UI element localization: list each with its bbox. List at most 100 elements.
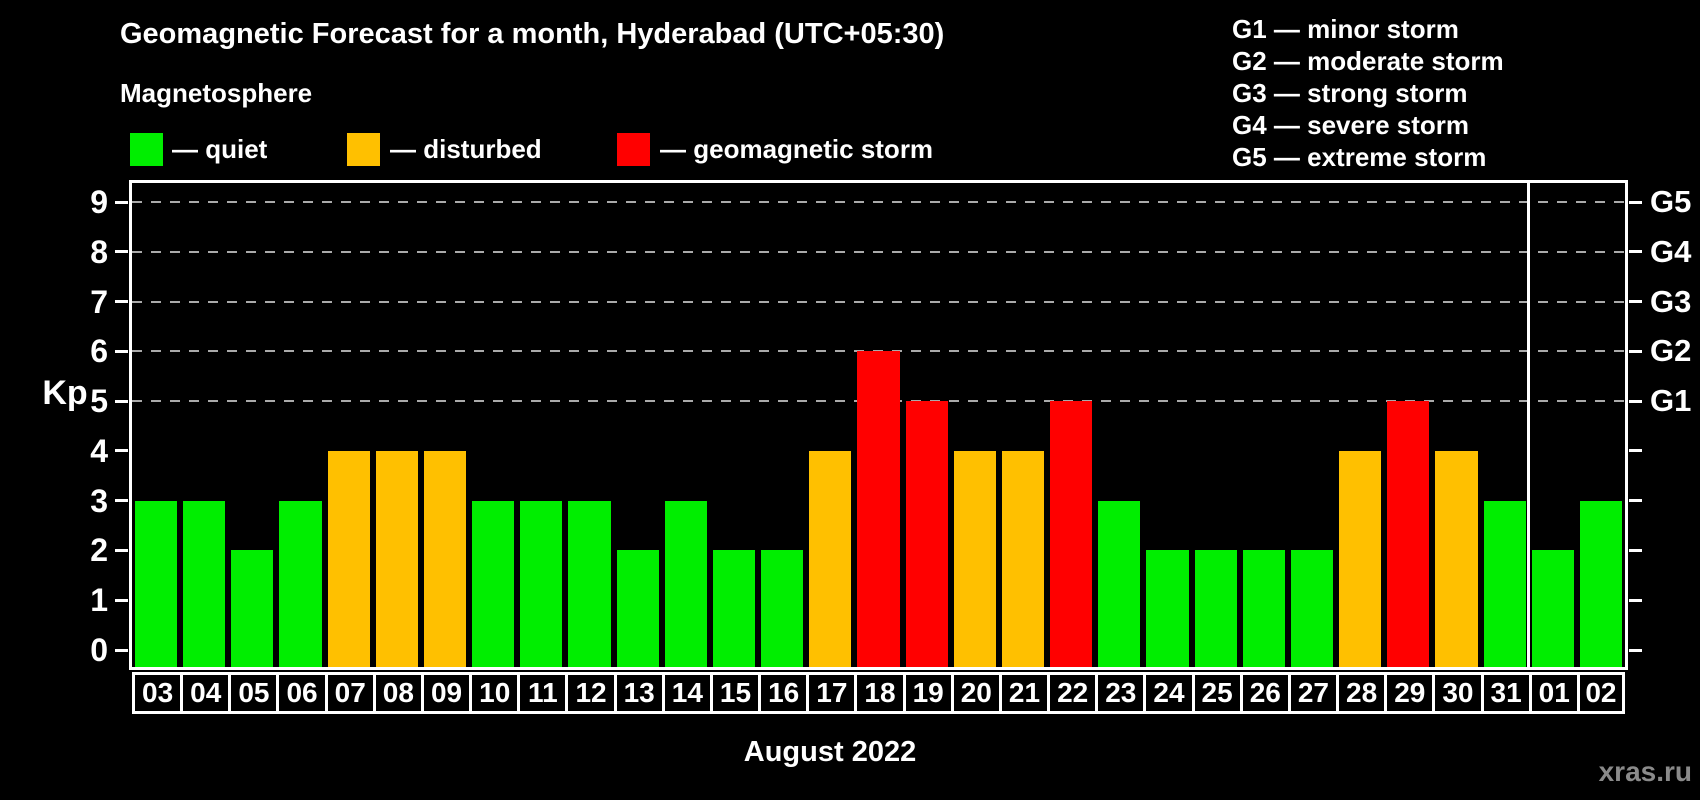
bar-day-18: [857, 351, 900, 667]
day-box-13: 13: [613, 672, 662, 714]
day-box-06: 06: [276, 672, 325, 714]
left-tick-kp8: [115, 250, 128, 254]
day-box-01: 01: [1528, 672, 1577, 714]
left-tick-kp6: [115, 349, 128, 353]
right-tick-kp3: [1629, 499, 1642, 503]
disturbed-label: — disturbed: [390, 134, 542, 164]
day-box-03: 03: [132, 672, 181, 714]
y-axis-label: Kp: [42, 374, 88, 412]
bar-day-09: [423, 450, 467, 667]
right-tick-kp4: [1629, 449, 1642, 453]
day-box-24: 24: [1143, 672, 1192, 714]
left-tick-kp5: [115, 399, 128, 403]
g-legend-line-5: G5 — extreme storm: [1232, 142, 1487, 172]
gridline-kp8: [132, 250, 1625, 253]
day-box-19: 19: [902, 672, 951, 714]
y-tick-label-0: 0: [90, 632, 108, 668]
g-legend-line-3: G3 — strong storm: [1232, 78, 1468, 108]
bar-day-20: [953, 450, 996, 667]
day-box-27: 27: [1287, 672, 1337, 714]
quiet-label: — quiet: [172, 134, 268, 164]
day-box-12: 12: [565, 672, 614, 714]
day-box-07: 07: [324, 672, 373, 714]
bar-day-02: [1579, 500, 1622, 667]
day-box-22: 22: [1047, 672, 1096, 714]
y-tick-label-6: 6: [90, 333, 108, 370]
y-tick-label-7: 7: [90, 283, 108, 320]
y-tick-label-9: 9: [90, 184, 108, 220]
day-box-18: 18: [854, 672, 903, 714]
g-axis-label-g1: G1: [1650, 383, 1692, 419]
bar-day-27: [1290, 550, 1334, 667]
bar-day-16: [761, 550, 804, 667]
gridline-kp9: [132, 201, 1625, 203]
day-box-25: 25: [1191, 672, 1240, 714]
left-tick-kp3: [115, 499, 128, 503]
bar-day-29: [1387, 401, 1430, 667]
right-tick-kp2: [1629, 548, 1642, 552]
kp-color-legend: — quiet — disturbed — geomagnetic storm: [0, 133, 1100, 166]
left-tick-kp1: [115, 598, 128, 602]
bar-day-13: [616, 550, 659, 667]
day-box-17: 17: [806, 672, 855, 714]
bar-day-23: [1098, 500, 1141, 667]
bar-day-07: [327, 450, 370, 667]
day-box-04: 04: [180, 672, 229, 714]
right-tick-kp7: [1629, 300, 1642, 304]
day-box-29: 29: [1384, 672, 1433, 714]
day-labels-row: 03 04 05 06 07 08 09 10 11 12 13 14 15 16 17 18 19 20 21 22…: [129, 672, 1629, 714]
day-box-05: 05: [228, 672, 277, 714]
disturbed-swatch: [347, 133, 380, 166]
plot-area: [129, 180, 1628, 670]
day-box-30: 30: [1432, 672, 1481, 714]
bar-day-04: [183, 500, 226, 667]
y-tick-label-2: 2: [90, 532, 108, 569]
g-legend-line-1: G1 — minor storm: [1232, 14, 1459, 44]
left-tick-kp7: [115, 300, 128, 304]
g-axis-label-g3: G3: [1650, 283, 1692, 319]
day-box-20: 20: [950, 672, 999, 714]
y-tick-label-5: 5: [90, 383, 108, 420]
y-tick-label-4: 4: [90, 432, 108, 469]
bar-day-01: [1531, 550, 1574, 667]
right-tick-kp9: [1629, 200, 1642, 204]
g-axis-label-g5: G5: [1650, 184, 1692, 219]
bar-day-31: [1483, 500, 1526, 667]
day-box-08: 08: [372, 672, 421, 714]
gridline-kp7: [132, 300, 1625, 303]
bar-day-30: [1435, 450, 1478, 667]
bar-day-06: [279, 500, 322, 667]
right-tick-kp1: [1629, 598, 1642, 602]
left-tick-kp2: [115, 548, 128, 552]
day-box-26: 26: [1239, 672, 1288, 714]
day-box-31: 31: [1480, 672, 1529, 714]
storm-label: — geomagnetic storm: [660, 134, 934, 164]
bar-day-17: [809, 450, 852, 667]
day-box-28: 28: [1336, 672, 1385, 714]
bar-day-11: [520, 500, 563, 667]
bar-day-24: [1146, 550, 1189, 667]
y-tick-label-3: 3: [90, 482, 108, 519]
right-tick-kp5: [1629, 399, 1642, 403]
bar-day-05: [231, 550, 274, 667]
chart-title: Geomagnetic Forecast for a month, Hydera…: [120, 18, 945, 50]
y-tick-label-8: 8: [90, 233, 108, 270]
right-tick-kp8: [1629, 250, 1642, 254]
g-scale-legend: G1 — minor storm G2 — moderate storm G3 — …: [1232, 13, 1504, 173]
day-box-15: 15: [709, 672, 759, 714]
g-axis-label-g4: G4: [1650, 233, 1692, 269]
bar-day-10: [472, 500, 515, 667]
y-tick-label-1: 1: [90, 582, 108, 619]
bar-day-14: [664, 500, 707, 667]
bar-day-25: [1194, 550, 1237, 667]
bar-day-12: [568, 500, 611, 667]
bar-day-19: [905, 401, 948, 667]
x-axis-label: August 2022: [743, 736, 917, 768]
day-box-09: 09: [420, 672, 470, 714]
magnetosphere-label: Magnetosphere: [120, 78, 313, 108]
bar-day-26: [1242, 550, 1285, 667]
month-separator-line: [1527, 183, 1531, 667]
bar-day-21: [1001, 450, 1045, 667]
right-tick-kp6: [1629, 349, 1642, 353]
